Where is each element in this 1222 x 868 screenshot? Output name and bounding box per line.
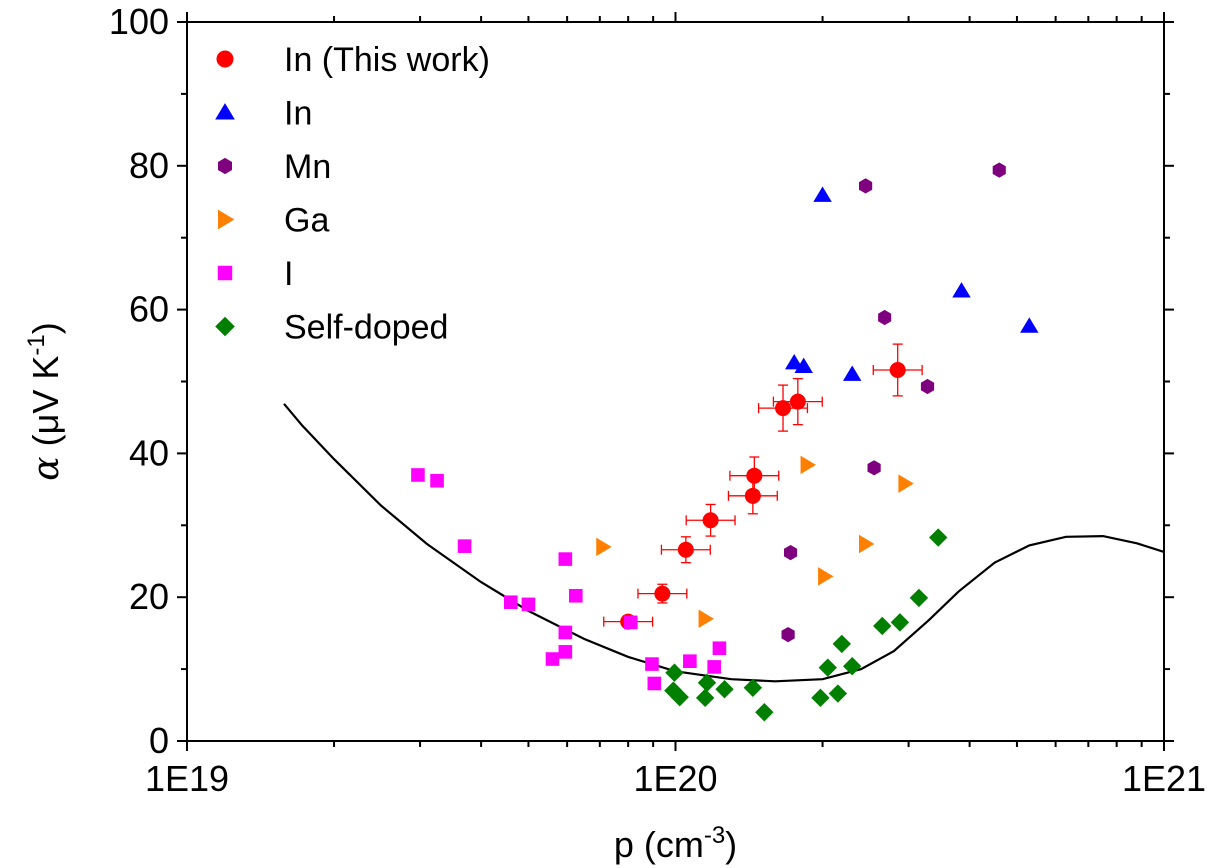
legend-label-self-doped: Self-doped — [284, 309, 448, 347]
y-tick-label: 80 — [129, 145, 169, 186]
model-curve-layer — [283, 403, 1165, 683]
x-axis-label: p (cm-3) — [614, 822, 737, 865]
data-point-i — [430, 473, 444, 488]
data-point-i — [712, 641, 727, 656]
data-point-self-doped — [755, 703, 774, 722]
data-point-i — [411, 468, 425, 482]
legend-label-in-this-work: In (This work) — [284, 41, 490, 79]
model-curve — [283, 403, 1165, 683]
data-point-in-this-work — [654, 585, 671, 602]
data-point-i — [623, 615, 638, 630]
data-point-in-this-work — [677, 541, 694, 558]
data-point-ga — [898, 474, 914, 493]
legend-label-ga: Ga — [284, 202, 329, 240]
legend-label-in: In — [284, 95, 312, 133]
legend-label-i: I — [284, 255, 293, 293]
data-point-i — [683, 654, 697, 668]
data-point-self-doped — [909, 588, 929, 608]
legend-marker-self-doped — [215, 316, 235, 337]
y-tick-label: 20 — [129, 576, 169, 617]
data-point-self-doped — [818, 658, 837, 677]
data-point-self-doped — [929, 528, 948, 547]
y-axis-label: α (μV K-1) — [23, 322, 67, 480]
data-point-i — [558, 625, 573, 640]
data-point-self-doped — [665, 663, 684, 682]
x-tick-label: 1E20 — [633, 758, 717, 799]
data-point-ga — [596, 537, 612, 557]
data-point-ga — [818, 567, 834, 586]
data-point-self-doped — [890, 613, 910, 632]
tick-labels: 0 20 40 60 80 100 1E19 1E20 1E21 — [109, 1, 1206, 799]
data-point-i — [545, 652, 560, 666]
data-point-mn — [992, 162, 1006, 178]
data-point-self-doped — [832, 634, 852, 654]
data-point-i — [647, 676, 662, 691]
y-tick-label: 60 — [129, 289, 169, 330]
y-tick-label: 0 — [149, 720, 169, 761]
data-point-self-doped — [743, 678, 763, 697]
data-point-in — [952, 282, 971, 298]
data-point-i — [521, 597, 536, 612]
data-point-i — [568, 588, 583, 603]
data-point-in — [1020, 317, 1039, 333]
data-point-self-doped — [873, 616, 892, 636]
data-point-in-this-work — [702, 512, 719, 529]
x-tick-label: 1E19 — [145, 758, 229, 799]
legend-marker-in — [215, 103, 235, 120]
data-point-in-this-work — [746, 467, 763, 484]
data-point-in — [842, 365, 862, 381]
data-point-i — [558, 645, 573, 659]
data-point-self-doped — [697, 673, 717, 692]
data-point-ga — [859, 534, 875, 554]
data-point-self-doped — [695, 688, 715, 708]
data-point-i — [503, 595, 518, 610]
legend-marker-i — [217, 265, 233, 281]
legend-marker-ga — [217, 209, 235, 230]
data-point-self-doped — [843, 657, 862, 676]
data-point-i — [558, 552, 573, 566]
y-tick-label: 100 — [109, 1, 169, 42]
data-point-in — [813, 186, 832, 202]
data-point-mn — [859, 178, 873, 194]
y-tick-label: 40 — [129, 432, 169, 473]
data-point-in-this-work — [775, 400, 792, 417]
data-point-self-doped — [715, 680, 734, 699]
legend-label-mn: Mn — [284, 148, 331, 186]
data-point-mn — [867, 460, 881, 476]
data-point-mn — [784, 545, 798, 561]
legend-marker-mn — [218, 157, 232, 175]
data-point-self-doped — [670, 687, 689, 707]
data-point-mn — [920, 378, 935, 395]
data-point-in — [784, 354, 804, 370]
data-point-mn — [781, 627, 795, 643]
legend: In (This work) In Mn Ga I Self-doped — [215, 41, 490, 347]
plot-frame — [186, 21, 1165, 742]
data-point-i — [457, 539, 472, 553]
data-point-in — [794, 357, 813, 374]
data-point-ga — [800, 455, 816, 475]
data-points-layer — [411, 162, 1039, 722]
data-point-ga — [698, 609, 714, 629]
data-point-i — [645, 657, 659, 671]
data-point-mn — [878, 309, 892, 326]
x-tick-label: 1E21 — [1122, 758, 1206, 799]
data-point-in-this-work — [789, 393, 806, 410]
data-point-i — [707, 660, 721, 674]
data-point-self-doped — [811, 688, 830, 708]
data-point-in-this-work — [744, 487, 761, 504]
legend-marker-in-this-work — [216, 50, 234, 68]
data-point-self-doped — [828, 684, 848, 703]
data-point-in-this-work — [889, 361, 906, 378]
